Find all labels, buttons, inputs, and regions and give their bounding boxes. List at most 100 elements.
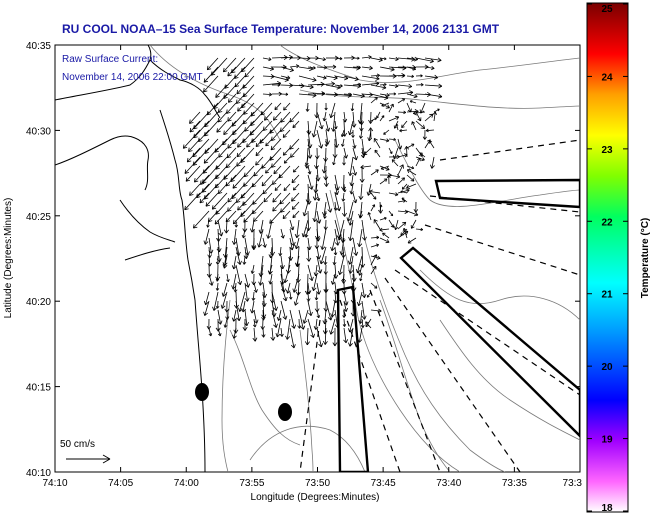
current-vector (251, 174, 264, 188)
current-vector-head (357, 85, 361, 89)
current-vector (316, 327, 322, 347)
sampling-transects (336, 178, 580, 472)
current-vector-head (282, 64, 287, 68)
current-vector-head (280, 235, 284, 239)
current-vector-head (302, 212, 305, 217)
current-vector (204, 111, 219, 128)
current-vector-head (268, 270, 270, 275)
current-vector-head (231, 317, 234, 322)
current-vector-head (307, 155, 311, 159)
current-vector-head (266, 234, 269, 239)
current-vector-head (232, 184, 234, 189)
current-vector (280, 228, 284, 239)
current-vector-head (222, 264, 225, 269)
current-vector (263, 120, 273, 131)
current-vector-head (342, 144, 345, 147)
current-vector (370, 93, 389, 99)
current-vector-head (412, 143, 415, 147)
current-vector (280, 300, 287, 320)
current-vector-head (322, 340, 326, 345)
current-vector (343, 183, 346, 193)
current-vector-head (360, 95, 365, 99)
current-vector (325, 93, 338, 96)
current-vector-head (347, 130, 350, 136)
current-vector (307, 291, 309, 302)
current-vector-head (227, 198, 229, 203)
current-vector-head (263, 314, 267, 319)
current-vector (367, 183, 372, 196)
current-vector-head (268, 94, 272, 97)
current-vector (242, 228, 246, 239)
current-vector (278, 309, 282, 321)
current-vector (316, 246, 320, 260)
current-vector (223, 255, 228, 269)
current-vector-head (287, 270, 291, 274)
current-vector (261, 174, 273, 187)
current-vector-head (417, 118, 421, 122)
current-vector-head (293, 169, 295, 173)
current-vector-head (323, 67, 327, 70)
current-vector-head (215, 327, 219, 332)
current-vector (224, 318, 228, 328)
current-vector (369, 191, 381, 194)
current-vector-head (375, 243, 379, 245)
current-vector (298, 66, 313, 70)
current-vector (262, 66, 274, 70)
current-vector (431, 156, 435, 169)
current-vector (397, 138, 401, 150)
current-vector (236, 147, 246, 158)
current-vector-head (282, 265, 285, 270)
current-vector (217, 219, 222, 237)
current-vector (341, 237, 345, 255)
current-vector-head (306, 257, 310, 262)
current-vector-head (235, 198, 238, 203)
current-vector-head (271, 139, 276, 141)
current-vector (350, 183, 354, 195)
current-vector (295, 237, 300, 249)
current-vector-head (317, 270, 321, 274)
current-vector-head (275, 323, 278, 328)
current-vector-head (385, 169, 390, 171)
current-vector-head (231, 71, 236, 74)
current-vector-head (203, 171, 208, 174)
current-vector-head (294, 233, 298, 238)
current-vector (272, 174, 282, 185)
current-vector (325, 84, 341, 89)
current-vector (303, 201, 309, 217)
current-vector-head (323, 215, 325, 219)
current-vector-head (314, 196, 318, 201)
current-vector-head (221, 305, 226, 309)
current-vector-head (237, 109, 242, 112)
current-vector-head (252, 202, 257, 205)
current-vector-head (361, 237, 366, 241)
current-vector-head (254, 337, 258, 342)
current-vector-head (359, 339, 363, 343)
current-vector-head (234, 289, 238, 293)
current-vector-head (291, 199, 296, 202)
current-vector-head (343, 162, 346, 166)
colorbar-tick-label: 19 (601, 435, 613, 446)
current-vector (352, 237, 357, 256)
current-vector-head (318, 197, 321, 201)
current-vector-head (209, 254, 212, 258)
current-vector-head (390, 69, 395, 72)
current-vector-head (306, 341, 310, 346)
current-vector-head (203, 78, 206, 83)
current-vector (280, 56, 293, 59)
current-vector-head (342, 198, 346, 202)
current-vector-head (322, 77, 327, 80)
current-vector-head (425, 128, 429, 132)
current-vector (249, 120, 264, 136)
current-vector-head (342, 119, 346, 123)
current-vector-head (217, 261, 220, 265)
current-vector (351, 174, 354, 186)
current-vector-head (265, 142, 267, 146)
current-vector-head (347, 260, 350, 265)
current-vector-head (281, 333, 284, 337)
current-vector-head (313, 326, 317, 330)
current-vector (379, 217, 387, 221)
current-vector (313, 273, 318, 291)
current-vector (251, 264, 255, 274)
current-vector-head (348, 342, 351, 347)
current-vector-head (290, 296, 293, 300)
